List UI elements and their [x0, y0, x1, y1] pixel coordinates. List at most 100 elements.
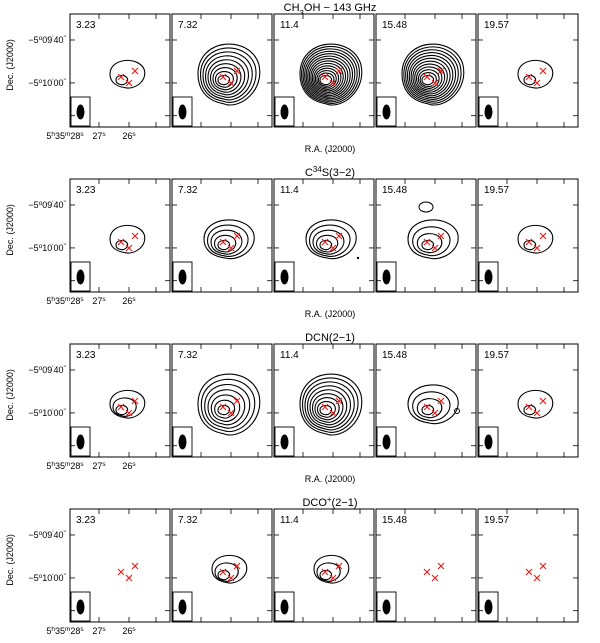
y-tick-label-part: o	[39, 199, 43, 206]
source-marker	[219, 403, 227, 411]
small-contour	[418, 201, 434, 213]
contour-line	[308, 224, 351, 258]
x-tick-label-part: 27	[92, 626, 102, 636]
beam-box	[172, 96, 193, 127]
source-marker	[131, 562, 139, 570]
contour-line	[217, 74, 231, 86]
beam-ellipse	[76, 269, 85, 285]
source-marker	[227, 79, 235, 87]
panel-frame	[477, 13, 579, 128]
y-tick-label-part: ''	[64, 242, 66, 249]
channel-panel: 3.23	[69, 508, 171, 623]
x-tick-label-part: s	[80, 296, 83, 303]
row-title-part: CH	[284, 2, 300, 14]
source-marker	[423, 403, 431, 411]
x-tick-label-part: 35	[55, 131, 65, 141]
contour-line	[403, 46, 462, 104]
contour-line	[203, 219, 255, 260]
channel-panel: 15.48	[375, 343, 477, 458]
channel-panel: 19.57	[477, 13, 579, 128]
panel-frame	[477, 508, 579, 623]
velocity-label: 7.32	[178, 515, 198, 526]
velocity-label: 19.57	[484, 350, 509, 361]
y-tick-label-part: 00	[54, 408, 64, 418]
source-marker	[233, 232, 241, 240]
source-marker	[431, 409, 439, 417]
y-tick-label-part: 09	[42, 35, 52, 45]
source-marker	[533, 409, 541, 417]
x-tick-label: 5h35m28s	[46, 296, 83, 307]
x-tick-label-part: 27	[92, 131, 102, 141]
source-marker	[423, 568, 431, 576]
beam-ellipse	[178, 599, 187, 615]
beam-box	[478, 426, 499, 457]
panel-frame	[375, 343, 477, 458]
y-tick-label-part: ''	[64, 34, 66, 41]
contour-line	[517, 224, 554, 254]
beam-box	[274, 591, 295, 622]
channel-panel: 3.23	[69, 13, 171, 128]
contour-line	[200, 378, 256, 433]
source-marker	[431, 244, 439, 252]
x-tick-label-part: 5	[46, 461, 51, 471]
row-title-part: DCO	[302, 497, 327, 509]
y-tick-label-part: '	[52, 77, 53, 84]
x-tick-label-part: s	[102, 626, 105, 633]
source-marker	[233, 67, 241, 75]
source-marker	[117, 73, 125, 81]
contour-line	[301, 377, 359, 433]
y-tick-label-part: '	[52, 407, 53, 414]
y-tick-label-part: −5	[28, 365, 38, 375]
contour-line	[407, 219, 459, 260]
y-tick-label-part: −5	[28, 35, 38, 45]
source-marker	[321, 403, 329, 411]
velocity-label: 7.32	[178, 350, 198, 361]
source-marker	[525, 568, 533, 576]
source-marker	[423, 73, 431, 81]
x-tick-label-part: s	[80, 626, 83, 633]
y-tick-label-part: −5	[28, 408, 38, 418]
contour-line	[217, 569, 231, 581]
contour-line	[109, 59, 146, 89]
y-axis-label: Dec. (J2000)	[5, 369, 15, 421]
source-marker	[437, 232, 445, 240]
y-axis-label: Dec. (J2000)	[5, 204, 15, 256]
y-tick-label: −5o10'00''	[28, 77, 66, 88]
contour-line	[115, 404, 129, 416]
x-tick-label-part: h	[51, 296, 55, 303]
y-tick-label-part: 40	[54, 530, 64, 540]
source-marker	[335, 67, 343, 75]
x-tick-label-part: s	[80, 461, 83, 468]
x-tick-label-part: m	[65, 626, 70, 633]
y-tick-label-part: ''	[64, 529, 66, 536]
x-tick-label-part: s	[132, 461, 135, 468]
channel-panel: 7.32	[171, 13, 273, 128]
velocity-label: 15.48	[382, 185, 407, 196]
panel-frame	[69, 508, 171, 623]
contour-line	[316, 562, 341, 582]
beam-ellipse	[178, 269, 187, 285]
beam-box	[376, 426, 397, 457]
x-tick-label-part: 5	[46, 296, 51, 306]
source-marker	[329, 244, 337, 252]
y-axis-label: Dec. (J2000)	[5, 39, 15, 91]
y-axis-label: Dec. (J2000)	[5, 534, 15, 586]
contour-line	[299, 373, 363, 436]
source-marker	[219, 73, 227, 81]
contour-line	[207, 59, 246, 96]
contour-line	[313, 554, 350, 584]
contour-line	[307, 55, 351, 98]
velocity-label: 7.32	[178, 20, 198, 31]
contour-line	[316, 401, 336, 418]
velocity-label: 3.23	[76, 350, 96, 361]
source-marker	[219, 238, 227, 246]
x-tick-label-part: h	[51, 131, 55, 138]
y-tick-label-part: ''	[64, 77, 66, 84]
row-title-part: DCN(2−1)	[305, 332, 355, 344]
beam-ellipse	[382, 269, 391, 285]
y-tick-label-part: 09	[42, 530, 52, 540]
x-tick-label-part: m	[65, 296, 70, 303]
x-tick-label: 5h35m28s	[46, 131, 83, 142]
row-title-part: +	[327, 495, 332, 504]
channel-panel: 11.4	[273, 13, 375, 128]
